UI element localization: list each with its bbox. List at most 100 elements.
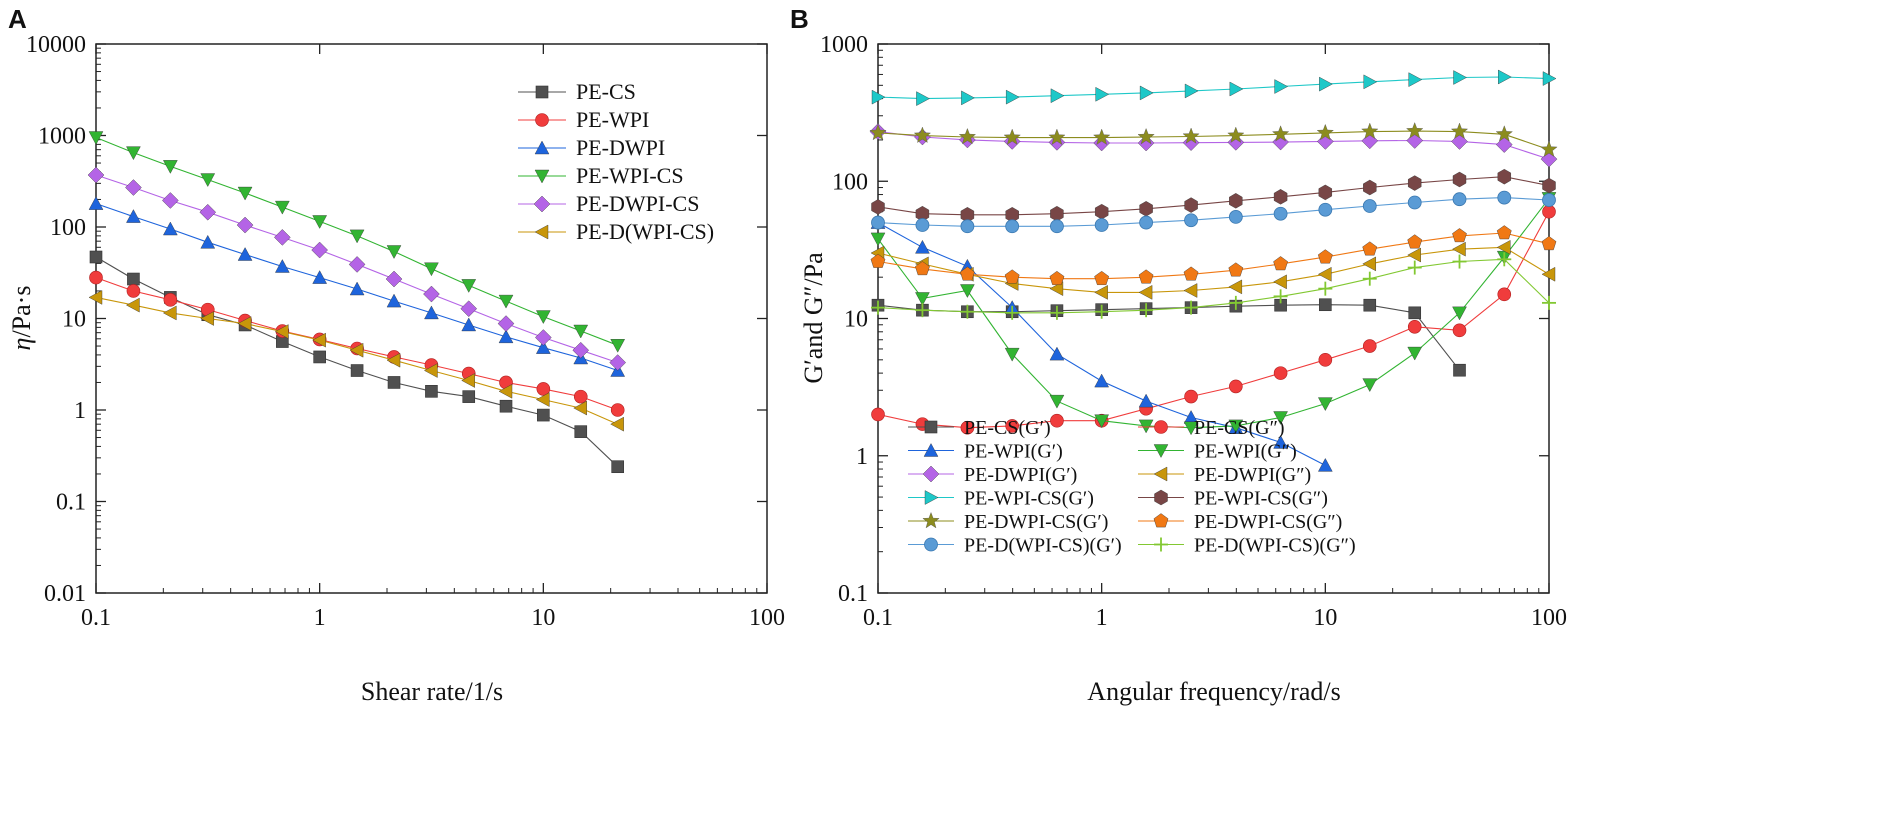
b-line-pe-dwpi-g [877, 246, 1550, 293]
a-y-tick-label: 1000 [38, 124, 86, 150]
b-point-pe-dwpi-cs-g [1273, 256, 1288, 271]
panel-a-ylabel-symbol: η [7, 338, 36, 351]
a-point-pe-cs [611, 460, 624, 474]
b-point-pe-wpi-g [1407, 346, 1423, 361]
b-point-pe-dwpi-cs-g [1049, 270, 1065, 285]
b-legend-marker-pe-cs-g [1154, 420, 1168, 434]
b-point-pe-dwpi-cs-g [1003, 128, 1021, 145]
b-point-pe-wpi-cs-g [961, 90, 975, 106]
a-point-pe-dwpi [535, 340, 551, 354]
b-point-pe-d-wpi-cs-g [1050, 219, 1064, 234]
b-x-tick-label: 10 [1313, 605, 1337, 631]
panel-b-ticks: 0.1 1 10 100 0.1 1 10 100 1000 [820, 32, 1567, 631]
a-point-pe-dwpi [126, 209, 141, 223]
b-series-pe-dwpi-cs-g [869, 122, 1558, 157]
b-point-pe-dwpi-cs-g [1137, 127, 1155, 145]
b-point-pe-dwpi-g [1228, 279, 1243, 295]
b-x-tick-label: 1 [1096, 605, 1108, 631]
b-point-pe-dwpi-cs-g [1496, 225, 1512, 240]
b-series-pe-cs-g [871, 204, 1556, 435]
a-legend-label: PE-DWPI-CS [576, 191, 699, 216]
b-point-pe-dwpi-cs-g [1004, 269, 1020, 284]
a-point-pe-d-wpi-cs [126, 297, 140, 313]
b-legend-item-pe-dwpi-g: PE-DWPI(G″) [1138, 464, 1311, 486]
b-point-pe-dwpi-cs-g [870, 253, 886, 268]
b-point-pe-dwpi-g [1407, 247, 1421, 263]
b-point-pe-wpi-cs-g [1184, 197, 1198, 213]
a-legend-item-pe-wpi: PE-WPI [518, 107, 649, 132]
b-point-pe-dwpi-cs-g [960, 266, 975, 281]
b-point-pe-d-wpi-cs-g [1139, 303, 1154, 318]
b-point-pe-wpi-cs-g [1498, 69, 1512, 85]
b-point-pe-dwpi-g [1451, 133, 1468, 150]
a-point-pe-cs [462, 390, 476, 403]
b-legend-label: PE-DWPI(G′) [964, 464, 1077, 486]
b-legend-label: PE-WPI-CS(G″) [1194, 488, 1328, 510]
b-point-pe-wpi-g [1273, 411, 1288, 425]
b-legend-marker-pe-cs-g [924, 420, 938, 434]
b-point-pe-wpi-g [1004, 347, 1020, 362]
b-point-pe-cs-g [1497, 287, 1512, 302]
b-point-pe-wpi-g [1094, 414, 1110, 429]
b-point-pe-wpi-cs-g [1407, 175, 1422, 191]
a-point-pe-wpi-cs [275, 200, 290, 215]
b-point-pe-cs-g [1273, 366, 1288, 380]
b-point-pe-d-wpi-cs-g [1318, 281, 1333, 296]
b-series-pe-wpi-cs-g [871, 69, 1557, 106]
b-point-pe-d-wpi-cs-g [1362, 199, 1377, 213]
a-y-tick-label: 100 [50, 215, 86, 241]
b-point-pe-wpi-cs-g [1184, 83, 1199, 99]
b-line-pe-dwpi-cs-g [877, 130, 1550, 151]
a-point-pe-dwpi [200, 234, 216, 249]
b-y-tick-label: 0.1 [838, 581, 868, 607]
b-x-tick-label: 100 [1531, 605, 1567, 631]
b-legend-label: PE-WPI(G′) [964, 441, 1063, 463]
b-point-pe-d-wpi-cs-g [871, 300, 885, 315]
b-point-pe-wpi-cs-g [1453, 70, 1467, 85]
a-point-pe-dwpi-cs [87, 166, 105, 184]
b-legend-item-pe-d-wpi-cs-g: PE-D(WPI-CS)(G″) [1138, 535, 1356, 557]
a-point-pe-wpi [163, 293, 178, 307]
b-point-pe-d-wpi-cs-g [1139, 215, 1153, 230]
a-point-pe-d-wpi-cs [498, 383, 513, 399]
a-point-pe-dwpi [424, 305, 439, 320]
a-point-pe-dwpi-cs [535, 329, 552, 346]
a-point-pe-cs [537, 408, 550, 422]
a-point-pe-dwpi-cs [274, 229, 291, 246]
b-point-pe-cs-g [1408, 306, 1422, 320]
b-point-pe-wpi-g [1228, 419, 1244, 434]
a-y-tick-label: 0.1 [56, 490, 86, 516]
b-legend-item-pe-cs-g: PE-CS(G″) [1138, 417, 1285, 439]
b-point-pe-wpi-cs-g [1452, 171, 1467, 188]
b-point-pe-d-wpi-cs-g [915, 218, 930, 232]
b-point-pe-cs-g [1453, 363, 1466, 377]
b-line-pe-wpi-cs-g [877, 76, 1550, 100]
a-legend-item-pe-cs: PE-CS [518, 79, 636, 104]
b-point-pe-d-wpi-cs-g [1005, 219, 1020, 234]
b-point-pe-wpi-cs-g [1050, 88, 1065, 104]
b-legend-item-pe-dwpi-cs-g: PE-DWPI-CS(G′) [908, 511, 1108, 533]
a-point-pe-d-wpi-cs [200, 311, 214, 326]
b-point-pe-d-wpi-cs-g [1542, 295, 1556, 310]
a-point-pe-wpi-cs [573, 324, 589, 339]
b-point-pe-wpi-cs-g [1139, 85, 1154, 101]
a-point-pe-d-wpi-cs [237, 316, 252, 331]
b-point-pe-wpi-g [915, 239, 930, 254]
panel-b-series [869, 69, 1558, 472]
a-legend-item-pe-dwpi: PE-DWPI [518, 135, 665, 160]
b-legend-label: PE-DWPI(G″) [1194, 464, 1311, 486]
b-legend-marker-pe-wpi-g [923, 443, 939, 457]
a-point-pe-dwpi-cs [497, 315, 515, 332]
b-point-pe-wpi-cs-g [1319, 76, 1333, 92]
b-point-pe-wpi-cs-g [1497, 168, 1512, 185]
a-y-tick-label: 0.01 [44, 581, 86, 607]
b-point-pe-dwpi-g [1362, 256, 1376, 272]
b-point-pe-d-wpi-cs-g [1094, 304, 1109, 319]
a-point-pe-wpi-cs [200, 173, 216, 187]
a-legend-marker-pe-d-wpi-cs [534, 224, 549, 240]
a-point-pe-cs [499, 399, 513, 413]
a-series-pe-wpi-cs [88, 131, 626, 353]
b-point-pe-dwpi-g [1452, 241, 1466, 257]
